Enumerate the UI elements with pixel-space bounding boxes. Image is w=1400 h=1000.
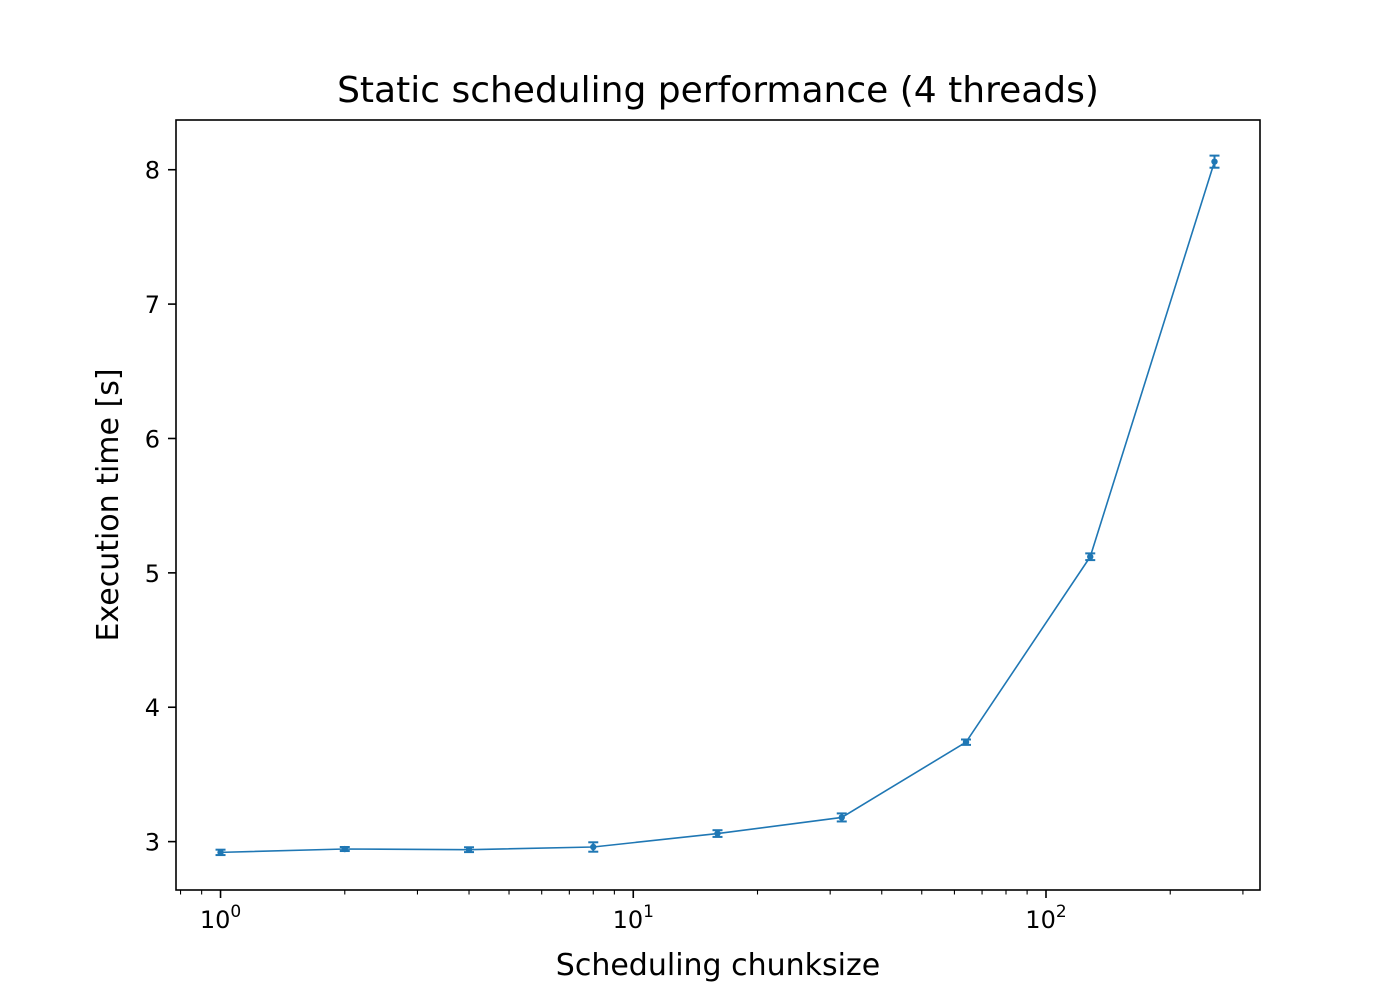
plot-frame [175, 119, 1261, 891]
data-point [341, 845, 348, 853]
plot-marks [215, 154, 1220, 857]
series-line [220, 161, 1216, 854]
x-tick-label: 102 [1025, 902, 1066, 934]
data-point [962, 738, 970, 746]
x-axis-ticks: 100 101 102 [179, 890, 1244, 934]
x-axis-label: Scheduling chunksize [556, 948, 880, 983]
data-point [1211, 158, 1218, 165]
y-tick-label: 3 [145, 829, 160, 857]
data-point [838, 814, 845, 821]
chart-title: Static scheduling performance (4 threads… [337, 70, 1099, 111]
y-tick-label: 8 [145, 157, 160, 185]
y-axis-label: Execution time [s] [91, 368, 126, 641]
y-axis-ticks: 3 4 5 6 7 8 [145, 157, 176, 857]
data-point [217, 849, 224, 856]
y-tick-label: 7 [145, 291, 160, 319]
data-point [590, 843, 597, 851]
data-point [465, 846, 473, 853]
y-tick-label: 6 [145, 425, 160, 453]
y-tick-label: 5 [145, 560, 160, 588]
y-tick-label: 4 [145, 694, 160, 722]
x-tick-label: 100 [200, 902, 241, 934]
x-tick-label: 101 [613, 902, 654, 934]
data-point [714, 830, 721, 837]
data-point [1087, 553, 1094, 560]
